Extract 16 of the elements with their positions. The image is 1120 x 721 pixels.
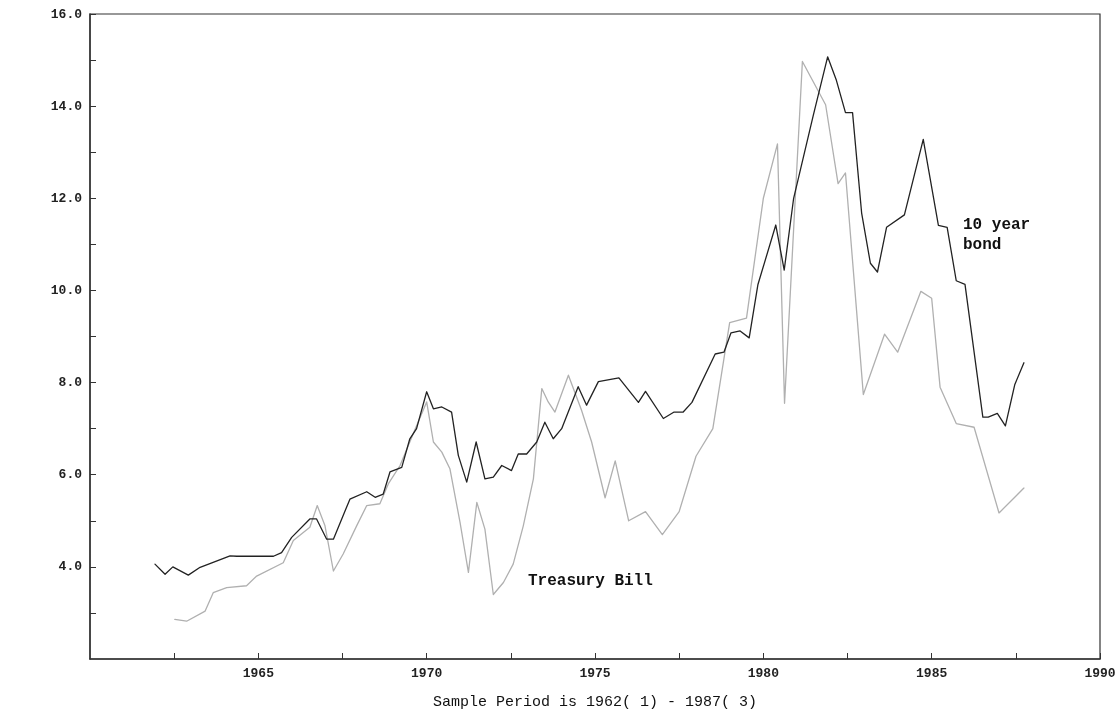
x-axis-title: Sample Period is 1962( 1) - 1987( 3) bbox=[432, 694, 758, 711]
x-tick-label: 1965 bbox=[242, 666, 275, 681]
y-tick-label: 16.0 bbox=[50, 6, 83, 22]
x-tick-label: 1990 bbox=[1084, 666, 1116, 681]
x-tick-label: 1970 bbox=[411, 666, 443, 681]
x-tick-label: 1985 bbox=[916, 666, 948, 681]
y-tick-label: 4.0 bbox=[58, 559, 83, 575]
y-tick-label: 10.0 bbox=[50, 282, 83, 298]
y-tick-label: 6.0 bbox=[58, 467, 83, 483]
x-tick-label: 1980 bbox=[747, 666, 780, 681]
annotation: Treasury Bill bbox=[528, 572, 653, 590]
x-tick-label: 1975 bbox=[579, 666, 611, 681]
annotation: 10 year bond bbox=[963, 216, 1031, 254]
y-tick-label: 14.0 bbox=[50, 98, 83, 114]
y-tick-label: 8.0 bbox=[58, 375, 83, 391]
y-tick-label: 12.0 bbox=[50, 190, 83, 206]
